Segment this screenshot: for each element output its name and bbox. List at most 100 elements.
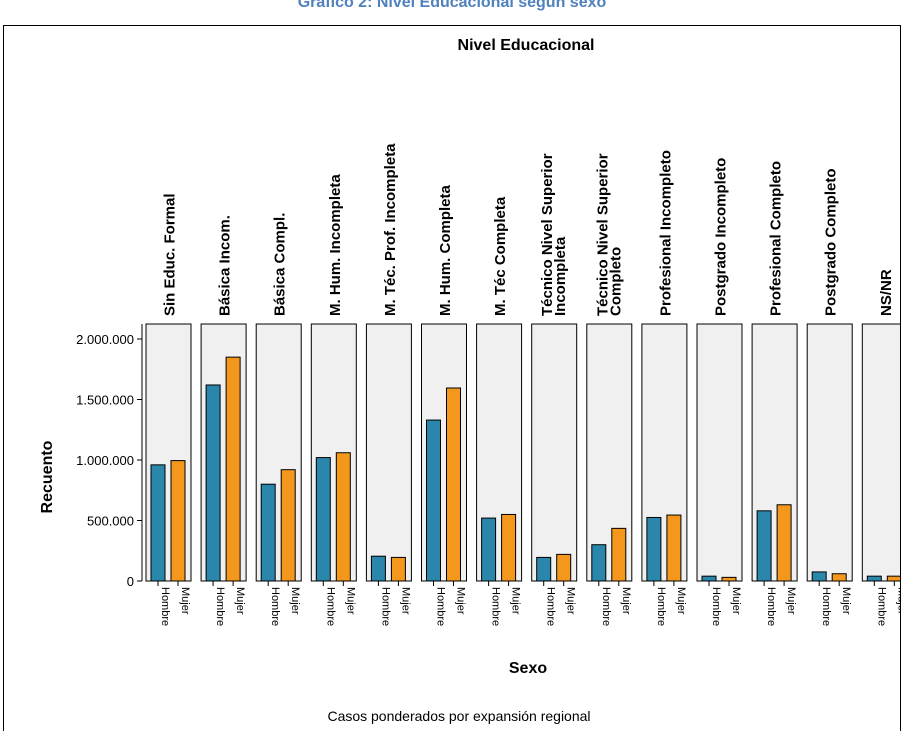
- bar-mujer: [556, 553, 572, 582]
- x-tick-label: Hombre: [324, 587, 336, 626]
- facet-label: M. Hum. Completa: [437, 185, 454, 316]
- x-tick-label: Hombre: [600, 587, 612, 626]
- x-tick-label: Hombre: [159, 587, 171, 626]
- bar-mujer: [831, 573, 847, 582]
- facet-panel: M. Hum. Completa Hombre Mujer: [421, 185, 467, 626]
- y-axis: 0 500.000 1.000.000 1.500.000 2.000.000: [76, 324, 143, 589]
- facet-label: Postgrado Incompleto: [713, 158, 730, 316]
- bar-hombre: [426, 419, 441, 582]
- x-tick-label: Hombre: [379, 587, 391, 626]
- facet-label-line: Incompleta: [552, 236, 569, 316]
- bar-hombre: [481, 517, 497, 582]
- x-tick-label: Mujer: [455, 587, 467, 615]
- facet-label: M. Téc Completa: [492, 196, 509, 316]
- bar-mujer: [886, 575, 900, 582]
- facet-label-line: Postgrado Completo: [823, 168, 840, 316]
- facet-panel: Postgrado Incompleto Hombre Mujer: [696, 158, 743, 626]
- panel-background: [365, 323, 412, 582]
- x-tick-label: Mujer: [179, 587, 191, 615]
- bar-hombre: [150, 464, 166, 582]
- bar-mujer: [611, 527, 627, 582]
- facet-label: Postgrado Completo: [823, 168, 840, 316]
- bar-mujer: [446, 387, 461, 582]
- bar-hombre: [701, 575, 717, 582]
- facet-panel: Técnico Nivel SuperiorCompleto Hombre Muje…: [586, 153, 633, 626]
- x-tick-label: Hombre: [710, 587, 722, 626]
- x-tick-label: Mujer: [565, 587, 577, 615]
- x-tick-label: Hombre: [435, 587, 447, 626]
- bar-hombre: [811, 571, 827, 582]
- facet-label: Técnico Nivel SuperiorCompleto: [594, 153, 624, 316]
- panel-background: [861, 323, 900, 582]
- x-tick-label: Mujer: [344, 587, 356, 615]
- facet-label-line: M. Téc Completa: [492, 196, 509, 316]
- bar-hombre: [260, 483, 276, 582]
- facet-label: Profesional Completo: [768, 161, 785, 316]
- x-tick-label: Mujer: [675, 587, 687, 615]
- facet-label-line: Técnico Nivel Superior: [594, 153, 611, 316]
- facet-panel: Técnico Nivel SuperiorIncompleta Hombre Mu…: [531, 153, 578, 626]
- bar-hombre: [756, 510, 772, 582]
- facet-label-line: M. Hum. Completa: [437, 185, 454, 316]
- facet-panels: Sin Educ. Formal Hombre Mujer Básica Incom.…: [145, 143, 901, 626]
- facet-panel: Postgrado Completo Hombre Mujer: [806, 168, 853, 626]
- bar-hombre: [205, 384, 221, 582]
- facet-panel: M. Téc. Prof. Incompleta Hombre Mujer: [365, 143, 412, 626]
- facet-label-line: Completo: [607, 247, 624, 316]
- facet-label: M. Hum. Incompleta: [327, 174, 344, 316]
- x-tick-label: Mujer: [510, 587, 522, 615]
- y-tick-label: 2.000.000: [76, 332, 134, 347]
- facet-panel: Básica Incom. Hombre Mujer: [200, 215, 247, 626]
- bar-hombre: [315, 457, 331, 582]
- bar-mujer: [170, 460, 186, 582]
- x-tick-label: Hombre: [875, 587, 887, 626]
- bar-mujer: [501, 513, 517, 582]
- facet-label-line: Profesional Incompleto: [657, 150, 674, 316]
- footnote: Casos ponderados por expansión regional: [327, 708, 590, 724]
- bar-hombre: [866, 575, 882, 582]
- x-tick-label: Hombre: [269, 587, 281, 626]
- facet-label-line: Básica Incom.: [217, 215, 234, 316]
- bar-mujer: [390, 556, 406, 582]
- panel-background: [806, 323, 853, 582]
- facet-label: Sin Educ. Formal: [162, 193, 179, 316]
- x-tick-label: Mujer: [399, 587, 411, 615]
- x-tick-label: Hombre: [655, 587, 667, 626]
- x-tick-label: Hombre: [765, 587, 777, 626]
- facet-label-line: M. Téc. Prof. Incompleta: [382, 143, 399, 316]
- facet-panel: Básica Compl. Hombre Mujer: [255, 213, 302, 626]
- bar-mujer: [280, 469, 296, 582]
- facet-label: Básica Compl.: [272, 213, 289, 316]
- bar-hombre: [646, 516, 662, 582]
- facet-title: Nivel Educacional: [458, 37, 595, 54]
- y-tick-label: 1.000.000: [76, 453, 134, 468]
- y-axis-label: Recuento: [39, 440, 56, 513]
- x-tick-label: Mujer: [289, 587, 301, 615]
- x-tick-label: Hombre: [490, 587, 502, 626]
- facet-label-line: M. Hum. Incompleta: [327, 174, 344, 316]
- x-tick-label: Mujer: [730, 587, 742, 615]
- facet-label: NS/NR: [878, 269, 895, 316]
- y-tick-label: 500.000: [87, 514, 134, 529]
- facet-label: Profesional Incompleto: [657, 150, 674, 316]
- x-tick-label: Hombre: [545, 587, 557, 626]
- panel-background: [696, 323, 743, 582]
- facet-label-line: Básica Compl.: [272, 213, 289, 316]
- x-axis-label: Sexo: [509, 660, 547, 677]
- faceted-bar-chart: Nivel Educacional Recuento Sexo Casos po…: [39, 37, 901, 724]
- facet-label-line: Postgrado Incompleto: [713, 158, 730, 316]
- bar-mujer: [721, 576, 737, 582]
- bar-mujer: [335, 452, 351, 582]
- facet-panel: Sin Educ. Formal Hombre Mujer: [145, 193, 192, 626]
- bar-hombre: [591, 544, 607, 582]
- bar-mujer: [225, 356, 241, 582]
- bar-hombre: [370, 555, 386, 582]
- facet-label-line: NS/NR: [878, 269, 895, 316]
- x-tick-label: Mujer: [840, 587, 852, 615]
- panel-background: [531, 323, 578, 582]
- x-tick-label: Mujer: [895, 587, 901, 615]
- x-tick-label: Mujer: [620, 587, 632, 615]
- facet-label: M. Téc. Prof. Incompleta: [382, 143, 399, 316]
- facet-label-line: Profesional Completo: [768, 161, 785, 316]
- chart-frame: Nivel Educacional Recuento Sexo Casos po…: [3, 25, 901, 731]
